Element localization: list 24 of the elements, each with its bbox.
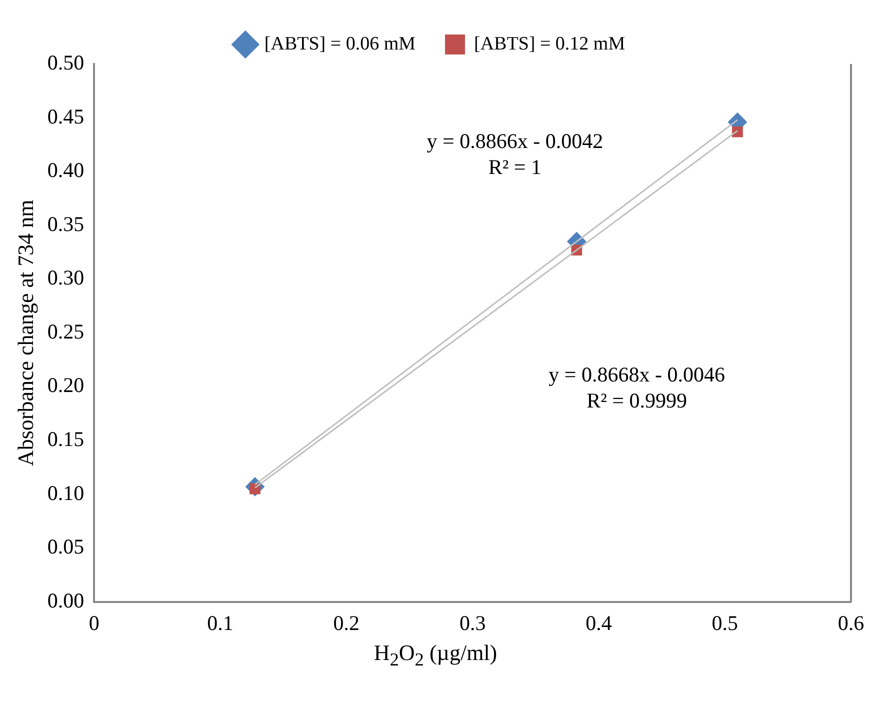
y-tick-label: 0.25	[47, 319, 84, 344]
y-axis-title: Absorbance change at 734 nm	[12, 200, 38, 466]
x-tick-label: 0.6	[838, 610, 864, 635]
legend-label: [ABTS] = 0.06 mM	[264, 33, 416, 54]
x-tick-label: 0.1	[207, 610, 234, 635]
x-axis-title: H$_{2}$O$_{2}$ (µg/ml)	[372, 640, 498, 670]
x-tick-label: 0.4	[586, 610, 612, 635]
y-tick-label: 0.35	[47, 212, 84, 236]
x-tick-label: 0.2	[333, 610, 360, 635]
x-tick-label: 0.5	[712, 610, 738, 635]
x-tick-label: 0	[88, 610, 100, 635]
y-tick-label: 0.10	[47, 480, 84, 505]
y-tick-label: 0.40	[47, 158, 84, 182]
y-tick-label: 0.50	[47, 50, 84, 75]
x-tick-label: 0.3	[459, 610, 486, 635]
y-tick-label: 0.05	[47, 534, 84, 559]
y-tick-label: 0.45	[47, 104, 84, 128]
annotation: y = 0.8668x - 0.0046 R² = 0.9999	[548, 362, 725, 412]
y-tick-label: 0.30	[47, 266, 84, 290]
y-tick-label: 0.20	[47, 373, 84, 398]
y-tick-label: 0.15	[47, 426, 84, 451]
annotation: y = 0.8866x - 0.0042 R² = 1	[426, 128, 604, 179]
y-tick-label: 0.00	[47, 588, 84, 612]
legend-label: [ABTS] = 0.12 mM	[474, 33, 626, 54]
